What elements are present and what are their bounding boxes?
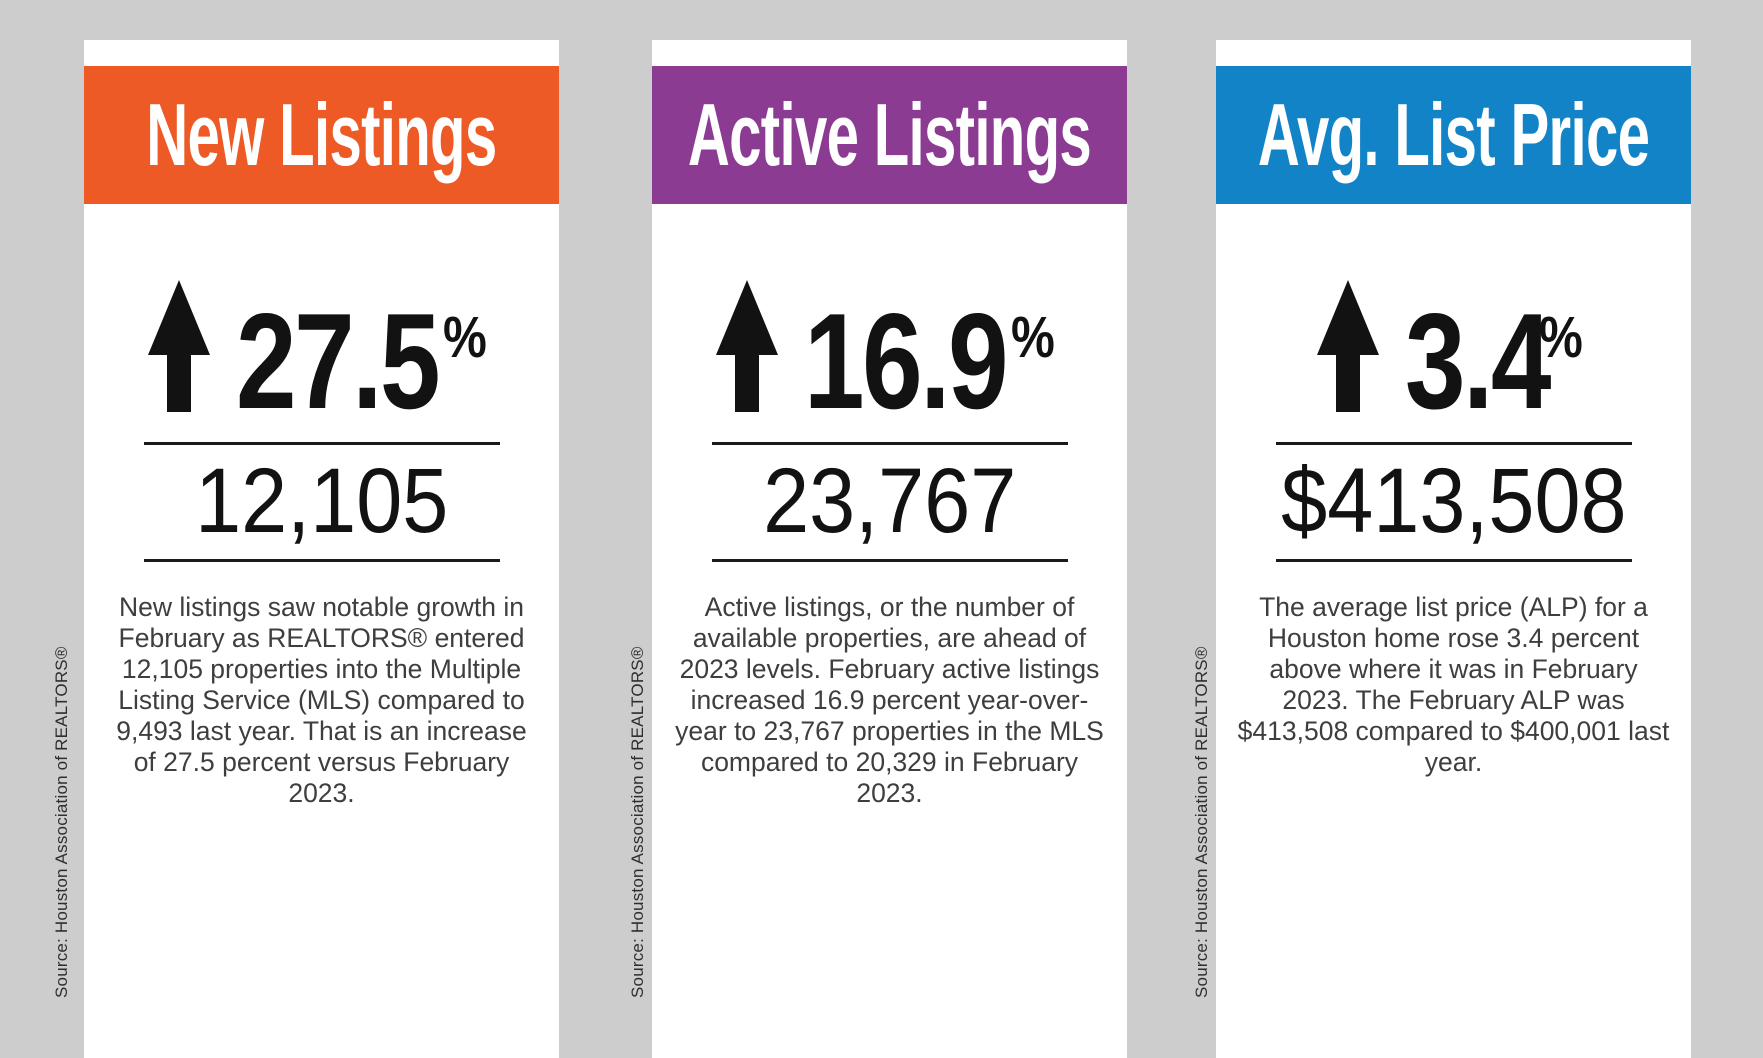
metric-value-row: $413,508	[1216, 450, 1691, 552]
percent-sign: %	[443, 305, 487, 370]
metric-value: 12,105	[194, 450, 449, 552]
divider-line	[143, 442, 500, 445]
divider-line	[1275, 559, 1632, 562]
metric-description: The average list price (ALP) for a Houst…	[1237, 592, 1670, 777]
up-arrow-icon	[716, 280, 779, 412]
percent-stat-row: 16.9 %	[652, 278, 1127, 437]
percent-sign: %	[1011, 305, 1055, 370]
card-title: Active Listings	[687, 85, 1092, 184]
metric-value: $413,508	[1280, 450, 1627, 552]
card-header-active-listings: Active Listings	[652, 66, 1127, 204]
source-attribution: Source: Houston Association of REALTORS®	[52, 646, 71, 998]
metric-value-row: 12,105	[84, 450, 559, 552]
percent-stat-row: 3.4 %	[1216, 278, 1691, 437]
card-title: New Listings	[146, 85, 497, 184]
source-attribution: Source: Houston Association of REALTORS®	[628, 646, 647, 998]
percent-sign: %	[1538, 305, 1583, 370]
metric-description: Active listings, or the number of availa…	[675, 592, 1104, 808]
divider-line	[711, 442, 1068, 445]
divider-line	[143, 559, 500, 562]
percent-value: 27.5	[236, 285, 441, 437]
card-new-listings: New Listings 27.5 % 12,105 New listings …	[84, 40, 559, 1058]
metric-description: New listings saw notable growth in Febru…	[116, 592, 527, 808]
up-arrow-icon	[148, 280, 211, 412]
up-arrow-icon	[1316, 280, 1379, 412]
card-header-avg-list-price: Avg. List Price	[1216, 66, 1691, 204]
metric-value: 23,767	[762, 450, 1017, 552]
card-avg-list-price: Avg. List Price 3.4 % $413,508 The avera…	[1216, 40, 1691, 1058]
percent-stat-row: 27.5 %	[84, 278, 559, 437]
card-title: Avg. List Price	[1257, 85, 1650, 184]
card-active-listings: Active Listings 16.9 % 23,767 Active lis…	[652, 40, 1127, 1058]
divider-line	[1275, 442, 1632, 445]
percent-value: 3.4	[1404, 285, 1551, 437]
metric-value-row: 23,767	[652, 450, 1127, 552]
card-header-new-listings: New Listings	[84, 66, 559, 204]
divider-line	[711, 559, 1068, 562]
percent-value: 16.9	[804, 285, 1009, 437]
source-attribution: Source: Houston Association of REALTORS®	[1192, 646, 1211, 998]
